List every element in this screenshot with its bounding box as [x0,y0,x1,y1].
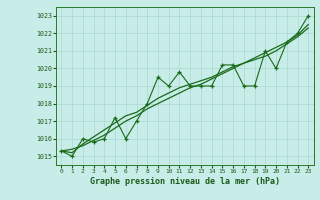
X-axis label: Graphe pression niveau de la mer (hPa): Graphe pression niveau de la mer (hPa) [90,177,280,186]
